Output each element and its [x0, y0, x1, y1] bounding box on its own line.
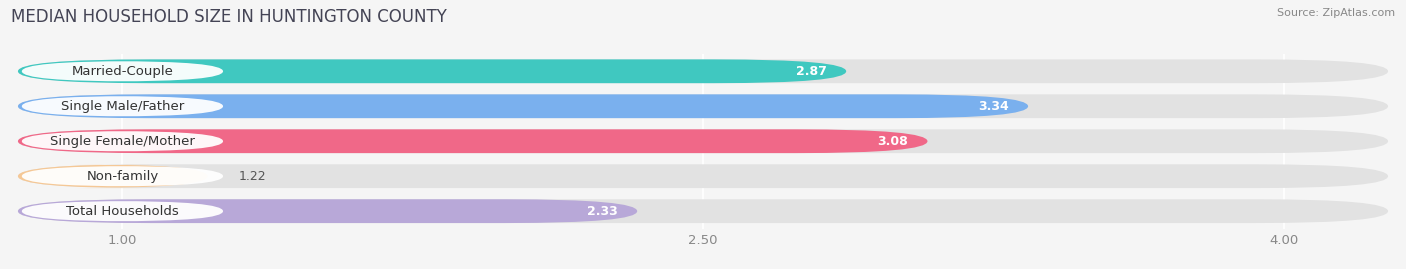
FancyBboxPatch shape	[22, 201, 224, 221]
FancyBboxPatch shape	[18, 164, 1388, 188]
FancyBboxPatch shape	[18, 94, 1388, 118]
Text: Single Female/Mother: Single Female/Mother	[51, 135, 195, 148]
Text: Non-family: Non-family	[86, 170, 159, 183]
FancyBboxPatch shape	[18, 199, 1388, 223]
Text: Married-Couple: Married-Couple	[72, 65, 173, 78]
FancyBboxPatch shape	[22, 96, 224, 116]
Text: MEDIAN HOUSEHOLD SIZE IN HUNTINGTON COUNTY: MEDIAN HOUSEHOLD SIZE IN HUNTINGTON COUN…	[11, 8, 447, 26]
FancyBboxPatch shape	[22, 166, 224, 186]
FancyBboxPatch shape	[18, 199, 637, 223]
Text: 2.33: 2.33	[588, 205, 617, 218]
Text: 1.22: 1.22	[239, 170, 266, 183]
FancyBboxPatch shape	[18, 59, 1388, 83]
Text: 3.34: 3.34	[979, 100, 1008, 113]
FancyBboxPatch shape	[18, 129, 1388, 153]
FancyBboxPatch shape	[18, 94, 1028, 118]
FancyBboxPatch shape	[18, 164, 208, 188]
FancyBboxPatch shape	[18, 129, 928, 153]
FancyBboxPatch shape	[22, 61, 224, 82]
Text: 2.87: 2.87	[796, 65, 827, 78]
FancyBboxPatch shape	[18, 59, 846, 83]
FancyBboxPatch shape	[22, 131, 224, 151]
Text: 3.08: 3.08	[877, 135, 908, 148]
Text: Single Male/Father: Single Male/Father	[60, 100, 184, 113]
Text: Total Households: Total Households	[66, 205, 179, 218]
Text: Source: ZipAtlas.com: Source: ZipAtlas.com	[1277, 8, 1395, 18]
